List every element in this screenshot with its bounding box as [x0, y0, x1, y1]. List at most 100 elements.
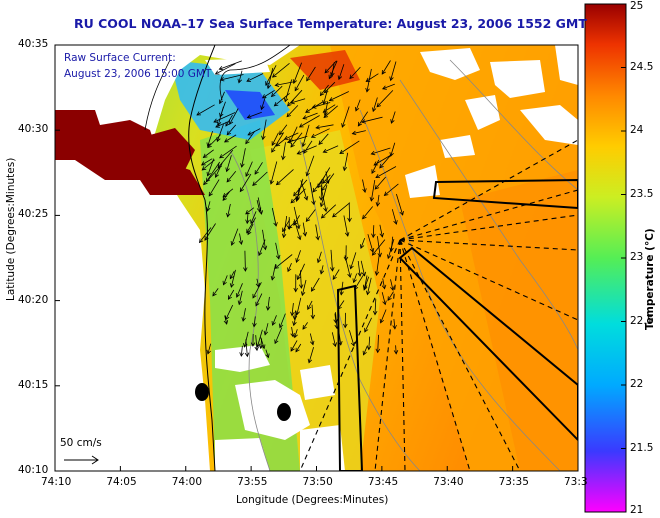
current-vector-head	[274, 82, 280, 87]
current-vector	[381, 292, 386, 305]
current-vector-head	[349, 74, 354, 80]
current-vector	[375, 166, 397, 178]
current-vector	[379, 224, 383, 237]
current-vector-head	[238, 240, 244, 246]
current-vector	[208, 179, 220, 197]
current-vector	[275, 242, 280, 259]
current-vector	[283, 215, 288, 238]
current-vector	[372, 225, 375, 238]
cloud-patch	[440, 135, 475, 158]
current-vector	[274, 254, 293, 269]
current-vector-head	[373, 161, 379, 166]
current-vector-head	[295, 258, 300, 263]
colorbar-tick-label: 25	[630, 0, 644, 12]
current-vector-head	[382, 300, 387, 306]
current-vector	[270, 161, 278, 185]
current-vector	[225, 304, 234, 320]
current-vector-head	[235, 293, 241, 298]
current-vector-head	[286, 225, 292, 231]
bay-shoreline	[219, 45, 291, 101]
colorbar-tick-label: 22	[630, 378, 644, 390]
current-vector-head	[292, 79, 297, 84]
current-vector-head	[215, 123, 220, 128]
current-vector-head	[260, 105, 265, 111]
current-vector-head	[229, 274, 234, 280]
radar-transect-lines	[299, 139, 578, 471]
current-vector	[396, 193, 404, 216]
current-vector	[290, 98, 306, 104]
current-vector-head	[323, 111, 328, 117]
current-vector-head	[293, 191, 298, 197]
current-vector	[323, 104, 336, 113]
current-vector	[297, 145, 317, 155]
current-vector	[284, 132, 299, 140]
current-vector	[217, 106, 224, 126]
current-vector	[219, 91, 225, 104]
current-vector-head	[379, 163, 384, 169]
current-vector	[252, 171, 268, 186]
current-vector-head	[250, 342, 256, 347]
current-vector	[302, 222, 306, 236]
colorbar-tick-label: 24	[630, 124, 644, 136]
current-vector-head	[271, 141, 276, 146]
current-vector-head	[219, 77, 225, 82]
current-vector	[293, 62, 302, 84]
current-vector	[379, 153, 392, 169]
current-vector	[295, 343, 302, 353]
current-vector-head	[245, 210, 250, 215]
current-vector	[225, 114, 233, 127]
current-vector-head	[258, 344, 264, 350]
cloud-patch	[205, 58, 270, 75]
current-vector	[368, 336, 371, 350]
current-vector	[381, 60, 391, 75]
current-vector	[287, 89, 303, 107]
current-vector	[395, 345, 397, 354]
coastline	[188, 45, 216, 471]
current-vector	[265, 349, 269, 358]
current-vector-head	[375, 202, 381, 207]
current-vector-head	[341, 123, 346, 128]
current-vector-head	[293, 333, 298, 339]
current-vector	[315, 224, 319, 240]
current-vector	[323, 145, 339, 153]
current-vector-head	[214, 173, 219, 178]
current-vector	[276, 169, 294, 185]
current-vector-head	[360, 244, 365, 249]
station-marker	[195, 383, 209, 401]
current-vector-head	[389, 152, 394, 157]
current-vector-head	[298, 123, 304, 128]
current-vector-head	[265, 81, 270, 86]
current-vector	[246, 212, 249, 224]
current-vector	[322, 174, 331, 184]
current-vector-head	[339, 149, 345, 154]
current-vector-head	[200, 161, 206, 166]
current-vector	[301, 279, 307, 296]
current-vector	[387, 238, 395, 259]
current-vector-head	[287, 267, 292, 273]
current-vector-head	[390, 119, 395, 124]
current-vector	[289, 126, 298, 143]
current-vector-head	[271, 73, 277, 78]
current-vector	[320, 187, 327, 212]
y-tick-label: 40:10	[18, 464, 49, 476]
current-vector-head	[213, 118, 219, 123]
current-vector-head	[217, 163, 222, 169]
current-vector	[382, 278, 385, 289]
current-vector-head	[319, 269, 325, 275]
current-vector-head	[275, 180, 281, 186]
current-vector	[294, 310, 296, 320]
current-vector	[254, 162, 263, 175]
current-vector-head	[202, 153, 208, 159]
current-vector-head	[320, 213, 326, 219]
current-vector	[282, 142, 286, 160]
current-vector	[390, 61, 397, 81]
current-vector	[219, 145, 237, 159]
current-vector-head	[389, 76, 394, 82]
current-vector-head	[273, 101, 279, 107]
current-vector	[226, 170, 237, 183]
current-vector	[231, 228, 239, 246]
current-vector	[360, 237, 366, 249]
current-vector	[253, 316, 256, 327]
current-vector	[324, 60, 337, 74]
current-vector	[213, 112, 236, 123]
